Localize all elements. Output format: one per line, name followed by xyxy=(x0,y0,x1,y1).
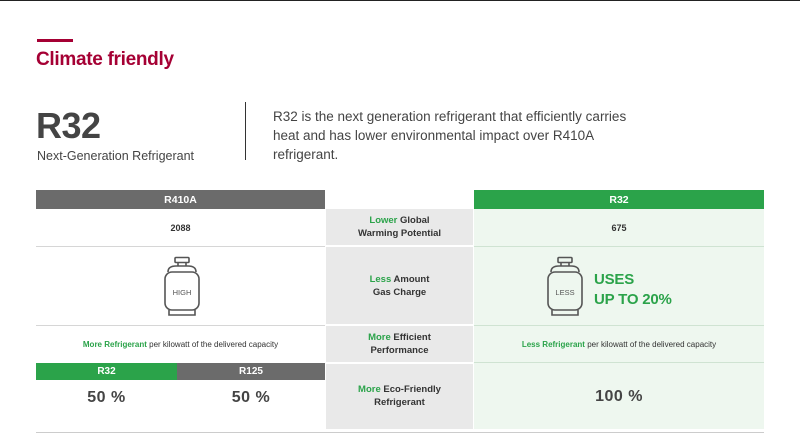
row-divider xyxy=(474,325,764,326)
row-divider xyxy=(36,246,325,247)
criteria-text-line2: Refrigerant xyxy=(374,397,425,408)
gas-cylinder-icon xyxy=(164,256,200,316)
criteria-gas-charge: Less Amount Gas Charge xyxy=(326,247,473,324)
criteria-text: Eco-Friendly xyxy=(380,384,441,395)
uses-line-1: USES xyxy=(594,271,635,288)
r32-efficiency-desc: Less Refrigerant per kilowatt of the del… xyxy=(474,326,764,362)
row-divider xyxy=(36,325,325,326)
refrigerant-name: R32 xyxy=(36,105,101,146)
criteria-text: Efficient xyxy=(390,332,431,343)
uses-line-2: UP TO 20% xyxy=(594,291,672,308)
row-divider xyxy=(474,362,764,363)
subheader-r32: R32 xyxy=(36,363,177,380)
vertical-divider xyxy=(245,102,246,160)
desc-text: per kilowatt of the delivered capacity xyxy=(146,339,279,349)
criteria-text-line2: Performance xyxy=(370,345,429,356)
bottom-rule xyxy=(36,432,764,433)
section-title: Climate friendly xyxy=(36,49,174,70)
desc-highlight: Less Refrigerant xyxy=(521,339,585,349)
header-r410a: R410A xyxy=(36,190,325,209)
criteria-separator xyxy=(326,324,473,326)
subheader-r125: R125 xyxy=(177,363,325,380)
tank-label-high: HIGH xyxy=(172,288,192,297)
section-accent-bar xyxy=(37,39,73,42)
criteria-highlight: Lower xyxy=(369,215,398,226)
header-r32: R32 xyxy=(474,190,764,209)
refrigerant-subtitle: Next-Generation Refrigerant xyxy=(37,149,195,163)
r125-share-value: 50 % xyxy=(231,389,271,406)
criteria-gwp: Lower Global Warming Potential xyxy=(326,209,473,245)
intro-description: R32 is the next generation refrigerant t… xyxy=(273,109,627,162)
criteria-text-line2: Warming Potential xyxy=(357,228,442,239)
criteria-text: Global xyxy=(397,215,430,226)
desc-highlight: More Refrigerant xyxy=(82,339,147,349)
r32-gwp-value: 675 xyxy=(611,222,627,233)
desc-text: per kilowatt of the delivered capacity xyxy=(584,339,717,349)
criteria-text-line2: Gas Charge xyxy=(372,286,427,298)
r32-share-value: 50 % xyxy=(87,389,126,406)
r32-column xyxy=(474,209,764,429)
top-rule xyxy=(0,0,800,1)
criteria-efficient-performance: More Efficient Performance xyxy=(326,326,473,362)
criteria-separator xyxy=(326,245,473,247)
criteria-highlight: More xyxy=(368,332,391,343)
criteria-separator xyxy=(326,362,473,364)
r410a-gwp-value: 2088 xyxy=(170,222,191,233)
r410a-efficiency-desc: More Refrigerant per kilowatt of the del… xyxy=(36,326,325,362)
criteria-highlight: Less xyxy=(369,273,392,285)
criteria-highlight: More xyxy=(358,384,381,395)
row-divider xyxy=(474,246,764,247)
criteria-text: Amount xyxy=(391,273,430,285)
gas-cylinder-icon xyxy=(547,256,583,316)
criteria-eco-friendly: More Eco-Friendly Refrigerant xyxy=(326,364,473,428)
uses-up-to-20-text: USES UP TO 20% xyxy=(594,270,672,310)
r32-eco-value: 100 % xyxy=(595,388,643,405)
tank-label-less: LESS xyxy=(555,288,575,297)
